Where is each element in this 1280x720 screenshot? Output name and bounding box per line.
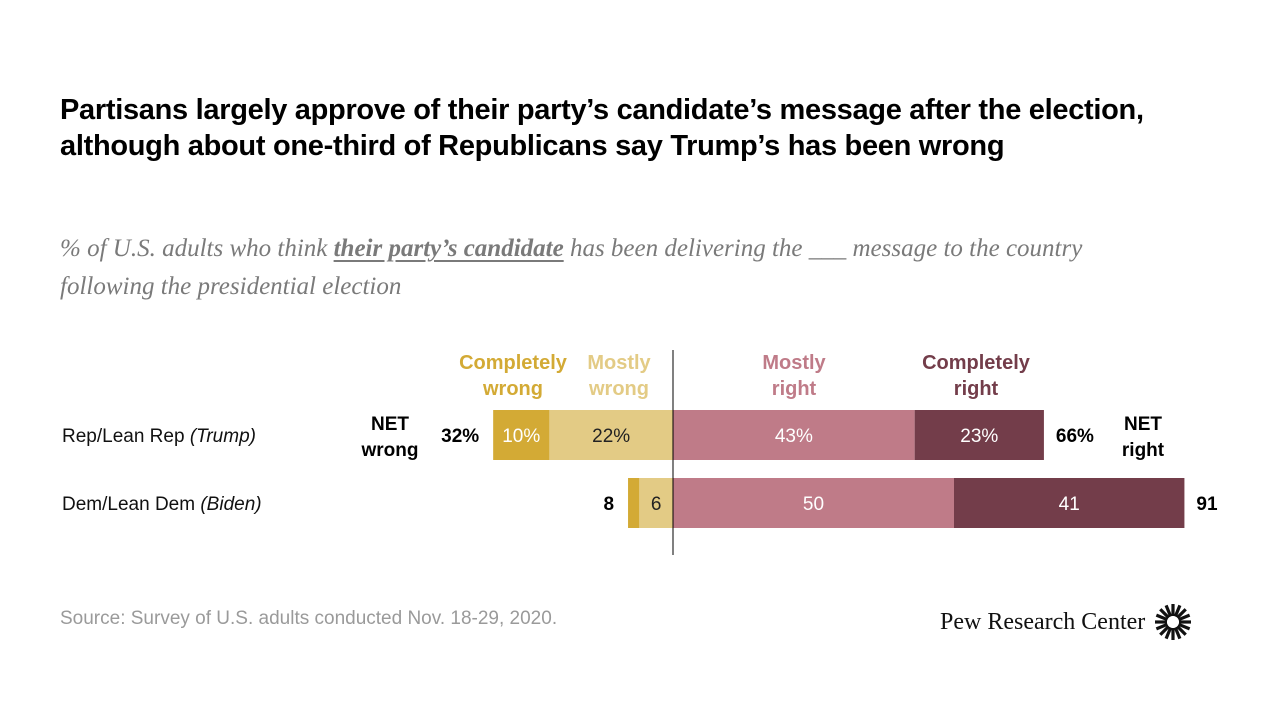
net-right-label-line2: right	[1122, 440, 1165, 461]
bar-segment-mostly-wrong	[639, 478, 673, 528]
sunburst-ray	[1164, 626, 1173, 640]
bar-segment-mostly-wrong	[549, 410, 673, 460]
data-label: 6	[651, 494, 662, 515]
legend-label-line2: right	[772, 378, 817, 400]
subtitle-emphasis: their party’s candidate	[333, 235, 564, 262]
net-right-label-line1: NET	[1124, 414, 1162, 435]
data-label: 41	[1059, 494, 1080, 515]
net-wrong-label-line2: wrong	[361, 440, 419, 461]
chart-title: Partisans largely approve of their party…	[60, 94, 1144, 162]
legend-label-line2: wrong	[588, 378, 649, 400]
bar-segment-completely-wrong	[628, 478, 640, 528]
data-label: 50	[803, 494, 824, 515]
bar-segment-completely-right	[954, 478, 1185, 528]
sunburst-ray	[1174, 626, 1182, 640]
sunburst-ray	[1178, 613, 1191, 622]
sunburst-ray	[1174, 604, 1182, 618]
bar-segment-completely-right	[914, 410, 1044, 460]
data-label: 22%	[592, 426, 630, 447]
legend-label-line1: Mostly	[587, 352, 651, 374]
sunburst-ray	[1159, 608, 1171, 619]
sunburst-logo-icon	[1155, 604, 1192, 640]
legend-label-line1: Completely	[459, 352, 568, 374]
category-label: Rep/Lean Rep (Trump)	[62, 426, 256, 447]
legend-label-line1: Mostly	[762, 352, 826, 374]
data-label: 10%	[502, 426, 540, 447]
net-right-value: 91	[1196, 494, 1218, 515]
subtitle-after: has been delivering the ___ message to t…	[60, 235, 1083, 300]
legend-label-line2: right	[954, 378, 999, 400]
legend-label-line2: wrong	[482, 378, 543, 400]
category-label: Dem/Lean Dem (Biden)	[62, 494, 262, 515]
sunburst-ray	[1176, 608, 1188, 619]
sunburst-ray	[1159, 625, 1171, 636]
pew-logo: Pew Research Center	[940, 602, 1193, 642]
bar-segment-mostly-right	[673, 478, 954, 528]
brand-name: Pew Research Center	[940, 608, 1146, 635]
net-wrong-value: 32%	[441, 426, 479, 447]
sunburst-ray	[1156, 622, 1169, 631]
data-label: 23%	[960, 426, 998, 447]
sunburst-ray	[1164, 604, 1173, 618]
bar-segment-completely-wrong	[493, 410, 550, 460]
legend-label-line1: Completely	[922, 352, 1031, 374]
net-wrong-value: 8	[603, 494, 614, 515]
bar-segment-mostly-right	[673, 410, 915, 460]
net-right-value: 66%	[1056, 426, 1094, 447]
sunburst-ray	[1178, 622, 1191, 631]
net-wrong-label-line1: NET	[371, 414, 409, 435]
sunburst-ray	[1156, 613, 1169, 622]
data-label: 43%	[775, 426, 813, 447]
source-note: Source: Survey of U.S. adults conducted …	[60, 608, 558, 629]
subtitle-before: % of U.S. adults who think	[60, 235, 334, 262]
sunburst-ray	[1176, 625, 1188, 636]
chart-subtitle: % of U.S. adults who think their party’s…	[60, 230, 1160, 306]
